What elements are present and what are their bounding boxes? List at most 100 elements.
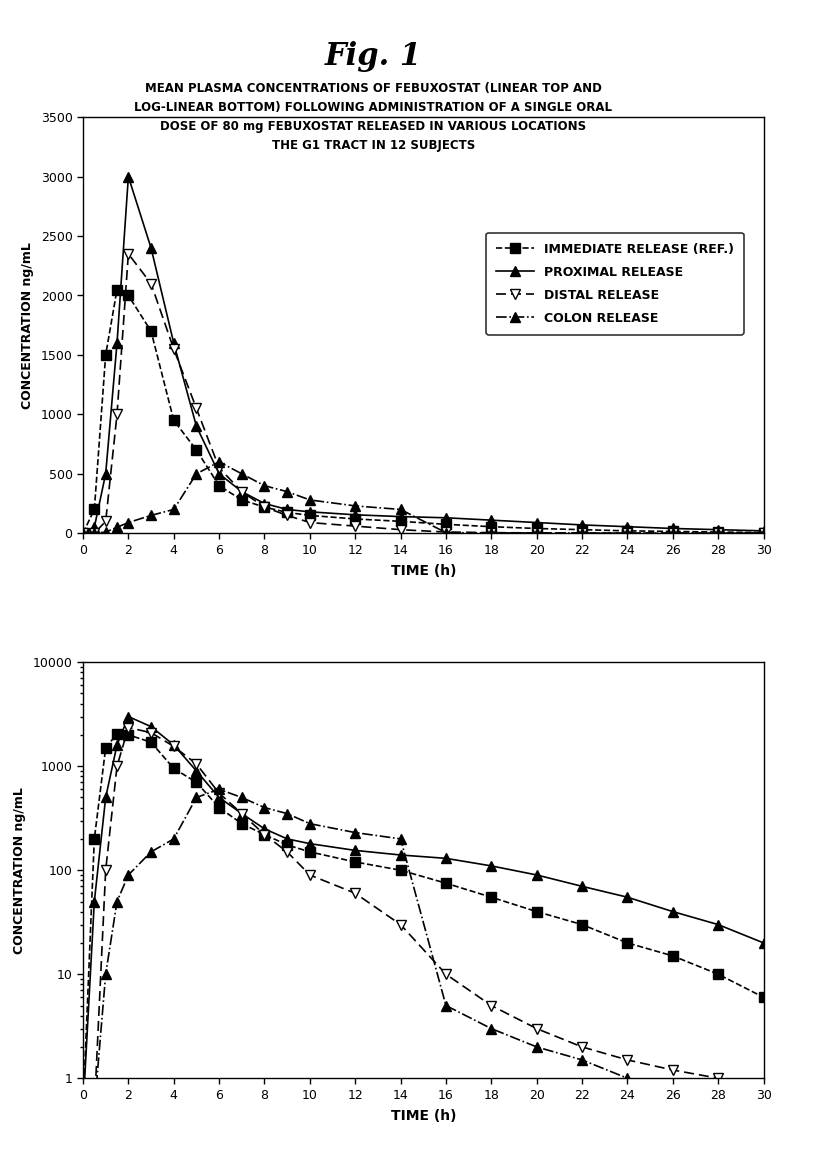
IMMEDIATE RELEASE (REF.) [758, 525, 768, 539]
Text: Fig. 1: Fig. 1 [324, 41, 422, 71]
PROXIMAL RELEASE [112, 336, 122, 350]
DISTAL RELEASE [576, 526, 586, 540]
PROXIMAL RELEASE [168, 336, 178, 350]
COLON RELEASE [712, 526, 722, 540]
COLON RELEASE [576, 526, 586, 540]
DISTAL RELEASE [214, 461, 224, 475]
IMMEDIATE RELEASE (REF.) [236, 493, 246, 507]
COLON RELEASE [78, 526, 88, 540]
X-axis label: TIME (h): TIME (h) [390, 564, 455, 578]
Legend: IMMEDIATE RELEASE (REF.), PROXIMAL RELEASE, DISTAL RELEASE, COLON RELEASE: IMMEDIATE RELEASE (REF.), PROXIMAL RELEA… [486, 232, 743, 335]
DISTAL RELEASE [146, 277, 156, 291]
DISTAL RELEASE [304, 516, 314, 530]
IMMEDIATE RELEASE (REF.) [112, 282, 122, 297]
COLON RELEASE [236, 466, 246, 481]
DISTAL RELEASE [124, 247, 133, 261]
IMMEDIATE RELEASE (REF.) [350, 512, 360, 526]
Line: DISTAL RELEASE: DISTAL RELEASE [78, 248, 768, 538]
DISTAL RELEASE [90, 526, 99, 540]
PROXIMAL RELEASE [350, 507, 360, 522]
IMMEDIATE RELEASE (REF.) [622, 524, 632, 538]
IMMEDIATE RELEASE (REF.) [282, 505, 292, 519]
PROXIMAL RELEASE [259, 497, 269, 511]
IMMEDIATE RELEASE (REF.) [667, 524, 677, 538]
Text: }: } [812, 397, 829, 775]
COLON RELEASE [146, 509, 156, 523]
PROXIMAL RELEASE [100, 466, 110, 481]
DISTAL RELEASE [758, 526, 768, 540]
X-axis label: TIME (h): TIME (h) [390, 1109, 455, 1123]
COLON RELEASE [486, 526, 496, 540]
PROXIMAL RELEASE [712, 523, 722, 537]
IMMEDIATE RELEASE (REF.) [712, 525, 722, 539]
COLON RELEASE [282, 485, 292, 499]
IMMEDIATE RELEASE (REF.) [168, 414, 178, 428]
PROXIMAL RELEASE [146, 241, 156, 255]
PROXIMAL RELEASE [282, 503, 292, 517]
IMMEDIATE RELEASE (REF.) [214, 478, 224, 492]
PROXIMAL RELEASE [576, 518, 586, 532]
DISTAL RELEASE [440, 525, 450, 539]
COLON RELEASE [531, 526, 541, 540]
COLON RELEASE [124, 516, 133, 530]
COLON RELEASE [214, 455, 224, 469]
COLON RELEASE [100, 525, 110, 539]
DISTAL RELEASE [395, 523, 405, 537]
PROXIMAL RELEASE [304, 505, 314, 519]
IMMEDIATE RELEASE (REF.) [146, 325, 156, 339]
DISTAL RELEASE [486, 525, 496, 539]
PROXIMAL RELEASE [124, 170, 133, 184]
IMMEDIATE RELEASE (REF.) [78, 526, 88, 540]
PROXIMAL RELEASE [90, 520, 99, 534]
IMMEDIATE RELEASE (REF.) [395, 515, 405, 529]
COLON RELEASE [259, 478, 269, 492]
PROXIMAL RELEASE [486, 513, 496, 527]
COLON RELEASE [90, 526, 99, 540]
DISTAL RELEASE [259, 500, 269, 515]
DISTAL RELEASE [168, 342, 178, 356]
IMMEDIATE RELEASE (REF.) [90, 503, 99, 517]
IMMEDIATE RELEASE (REF.) [259, 500, 269, 515]
PROXIMAL RELEASE [667, 522, 677, 536]
DISTAL RELEASE [622, 526, 632, 540]
Line: PROXIMAL RELEASE: PROXIMAL RELEASE [78, 172, 768, 538]
PROXIMAL RELEASE [531, 516, 541, 530]
Y-axis label: CONCENTRATION ng/mL: CONCENTRATION ng/mL [12, 786, 26, 954]
Y-axis label: CONCENTRATION ng/mL: CONCENTRATION ng/mL [21, 241, 34, 409]
COLON RELEASE [350, 499, 360, 513]
PROXIMAL RELEASE [78, 526, 88, 540]
IMMEDIATE RELEASE (REF.) [100, 348, 110, 362]
PROXIMAL RELEASE [236, 485, 246, 499]
COLON RELEASE [395, 503, 405, 517]
IMMEDIATE RELEASE (REF.) [531, 522, 541, 536]
COLON RELEASE [191, 466, 201, 481]
PROXIMAL RELEASE [395, 510, 405, 524]
PROXIMAL RELEASE [214, 466, 224, 481]
IMMEDIATE RELEASE (REF.) [191, 443, 201, 457]
IMMEDIATE RELEASE (REF.) [124, 288, 133, 302]
PROXIMAL RELEASE [191, 420, 201, 434]
Text: MEAN PLASMA CONCENTRATIONS OF FEBUXOSTAT (LINEAR TOP AND
LOG-LINEAR BOTTOM) FOLL: MEAN PLASMA CONCENTRATIONS OF FEBUXOSTAT… [134, 82, 612, 152]
DISTAL RELEASE [78, 526, 88, 540]
PROXIMAL RELEASE [440, 511, 450, 525]
Line: IMMEDIATE RELEASE (REF.): IMMEDIATE RELEASE (REF.) [78, 285, 768, 538]
DISTAL RELEASE [712, 526, 722, 540]
DISTAL RELEASE [191, 401, 201, 416]
DISTAL RELEASE [112, 408, 122, 422]
COLON RELEASE [304, 493, 314, 507]
COLON RELEASE [758, 526, 768, 540]
IMMEDIATE RELEASE (REF.) [440, 517, 450, 531]
DISTAL RELEASE [236, 485, 246, 499]
DISTAL RELEASE [350, 519, 360, 533]
PROXIMAL RELEASE [758, 524, 768, 538]
DISTAL RELEASE [282, 509, 292, 523]
DISTAL RELEASE [100, 515, 110, 529]
IMMEDIATE RELEASE (REF.) [576, 523, 586, 537]
IMMEDIATE RELEASE (REF.) [486, 519, 496, 533]
IMMEDIATE RELEASE (REF.) [304, 509, 314, 523]
COLON RELEASE [168, 503, 178, 517]
PROXIMAL RELEASE [622, 519, 632, 533]
COLON RELEASE [622, 526, 632, 540]
COLON RELEASE [667, 526, 677, 540]
COLON RELEASE [112, 520, 122, 534]
